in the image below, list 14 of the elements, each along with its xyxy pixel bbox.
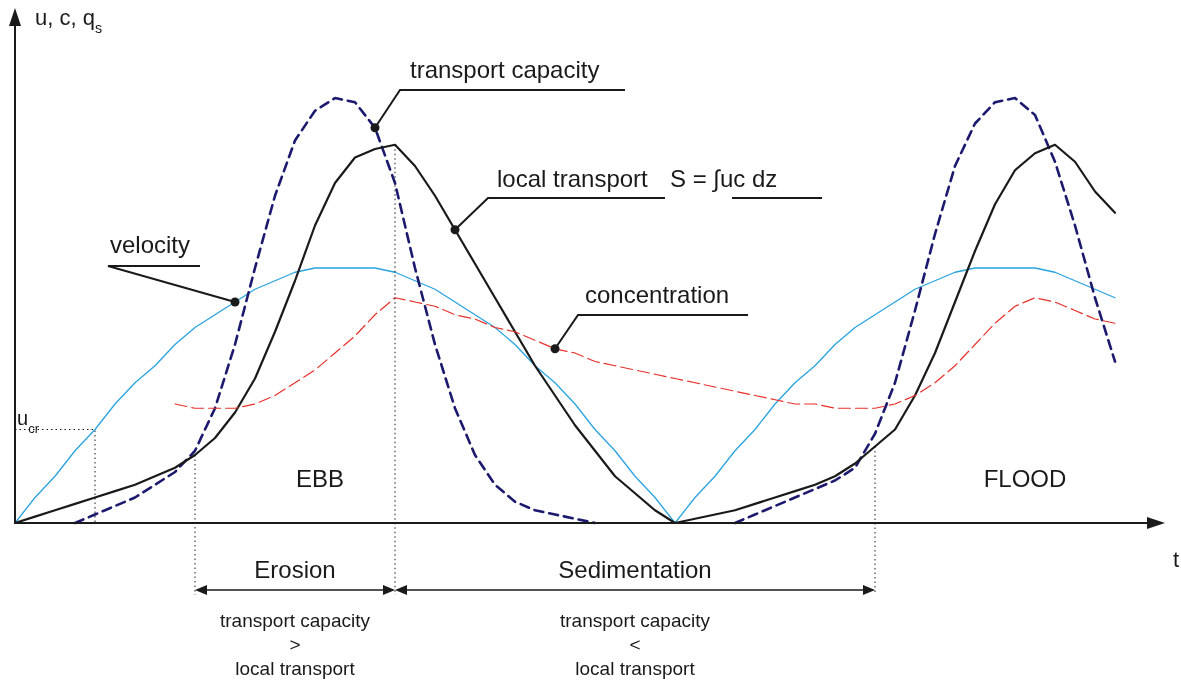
x-axis-title: t: [1172, 547, 1180, 572]
series-label: concentration: [585, 281, 730, 308]
annotation: FLOOD: [983, 465, 1067, 492]
annotation: S = ∫uc dz: [670, 165, 778, 193]
text: Sedimentation: [558, 556, 712, 583]
text: transport capacity < local transport: [560, 610, 711, 679]
text: transport capacity > local transport: [220, 610, 371, 679]
y-axis-title: u, c, q$_{s}$: [35, 5, 103, 36]
text: velocity: [110, 231, 191, 258]
text: local transport: [497, 165, 649, 192]
text: transport capacity: [410, 56, 600, 83]
text: Erosion: [254, 556, 336, 583]
annotation: EBB: [295, 465, 345, 492]
ref-line-label: u$_{cr}$: [17, 406, 40, 435]
